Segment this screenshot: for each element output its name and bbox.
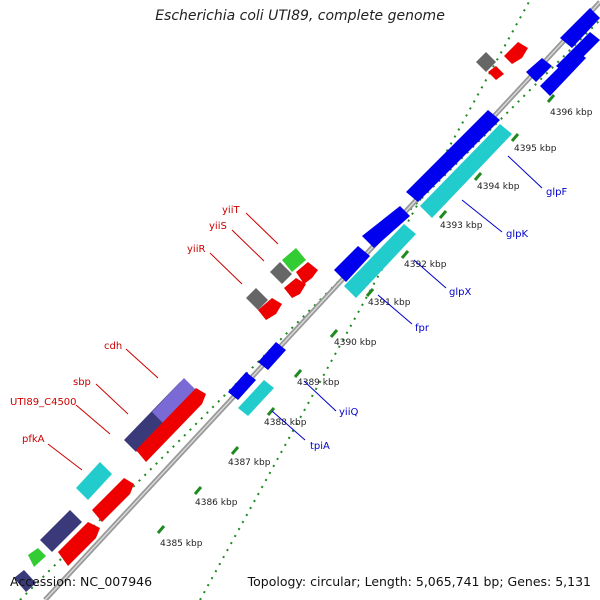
- gene-label-cdh: cdh: [104, 341, 122, 352]
- gene-feature: [488, 66, 504, 80]
- gene-feature: [406, 110, 500, 202]
- accession-text: Accession: NC_007946: [10, 574, 153, 589]
- gene-feature: [258, 342, 286, 370]
- gene-feature: [476, 52, 496, 72]
- gene-feature: [270, 262, 292, 284]
- gene-label-pfkA: pfkA: [22, 434, 45, 445]
- gene-feature: [92, 478, 134, 522]
- gene-label-UTI89_C4500: UTI89_C4500: [10, 397, 77, 408]
- gene-feature: [560, 8, 600, 48]
- tick-label-4392: 4392 kbp: [404, 260, 447, 270]
- gene-label-tpiA: tpiA: [310, 441, 330, 452]
- gene-label-glpK: glpK: [506, 229, 528, 240]
- tick-label-4385: 4385 kbp: [160, 539, 203, 549]
- gene-feature: [58, 522, 100, 566]
- gene-label-glpF: glpF: [546, 187, 567, 198]
- gene-feature: [344, 224, 416, 298]
- gene-feature: [526, 58, 552, 82]
- upper-features: [14, 52, 496, 592]
- topology-text: Topology: circular; Length: 5,065,741 bp…: [247, 574, 591, 589]
- gene-feature: [284, 278, 306, 298]
- tick-label-4393: 4393 kbp: [440, 221, 483, 231]
- gene-label-fpr: fpr: [415, 323, 430, 334]
- lower-labels: tpiA yiiQ fpr glpX glpK glpF: [271, 155, 567, 452]
- gene-label-glpX: glpX: [449, 287, 471, 298]
- gene-feature: [152, 378, 196, 424]
- tick-label-4387: 4387 kbp: [228, 458, 271, 468]
- tick-label-4395: 4395 kbp: [514, 144, 557, 154]
- gene-feature: [14, 570, 36, 592]
- tick-label-4386: 4386 kbp: [195, 498, 238, 508]
- backbone-line-highlight: [44, 1, 600, 600]
- tick-label-4390: 4390 kbp: [334, 338, 377, 348]
- gene-label-yiiQ: yiiQ: [339, 407, 358, 418]
- forward-cds: [58, 42, 528, 566]
- tick-label-4394: 4394 kbp: [477, 182, 520, 192]
- gene-feature: [28, 548, 46, 567]
- gene-feature: [362, 206, 410, 248]
- gene-feature: [246, 288, 268, 310]
- tick-label-4391: 4391 kbp: [368, 298, 411, 308]
- gene-feature: [296, 262, 318, 284]
- gene-feature: [420, 124, 512, 218]
- gene-label-yiiS: yiiS: [209, 221, 227, 232]
- gene-feature: [136, 388, 206, 462]
- tick-label-4389: 4389 kbp: [297, 378, 340, 388]
- gene-feature: [40, 510, 82, 552]
- gene-feature: [334, 246, 370, 282]
- gene-feature: [258, 298, 282, 320]
- gene-label-sbp: sbp: [73, 377, 91, 388]
- gene-feature: [228, 372, 256, 400]
- gene-feature: [556, 32, 600, 74]
- gene-feature: [238, 380, 274, 416]
- gene-label-yiiT: yiiT: [222, 205, 240, 216]
- tick-label-4396: 4396 kbp: [550, 108, 593, 118]
- gene-feature: [76, 462, 112, 500]
- map-title: Escherichia coli UTI89, complete genome: [155, 8, 445, 24]
- reverse-cds: [228, 8, 600, 416]
- tick-marks: [156, 94, 556, 534]
- gene-feature: [504, 42, 528, 64]
- gene-label-yiiR: yiiR: [187, 244, 205, 255]
- upper-labels: pfkA UTI89_C4500 sbp cdh yiiR yiiS yiiT: [10, 205, 279, 471]
- gene-feature: [282, 248, 306, 272]
